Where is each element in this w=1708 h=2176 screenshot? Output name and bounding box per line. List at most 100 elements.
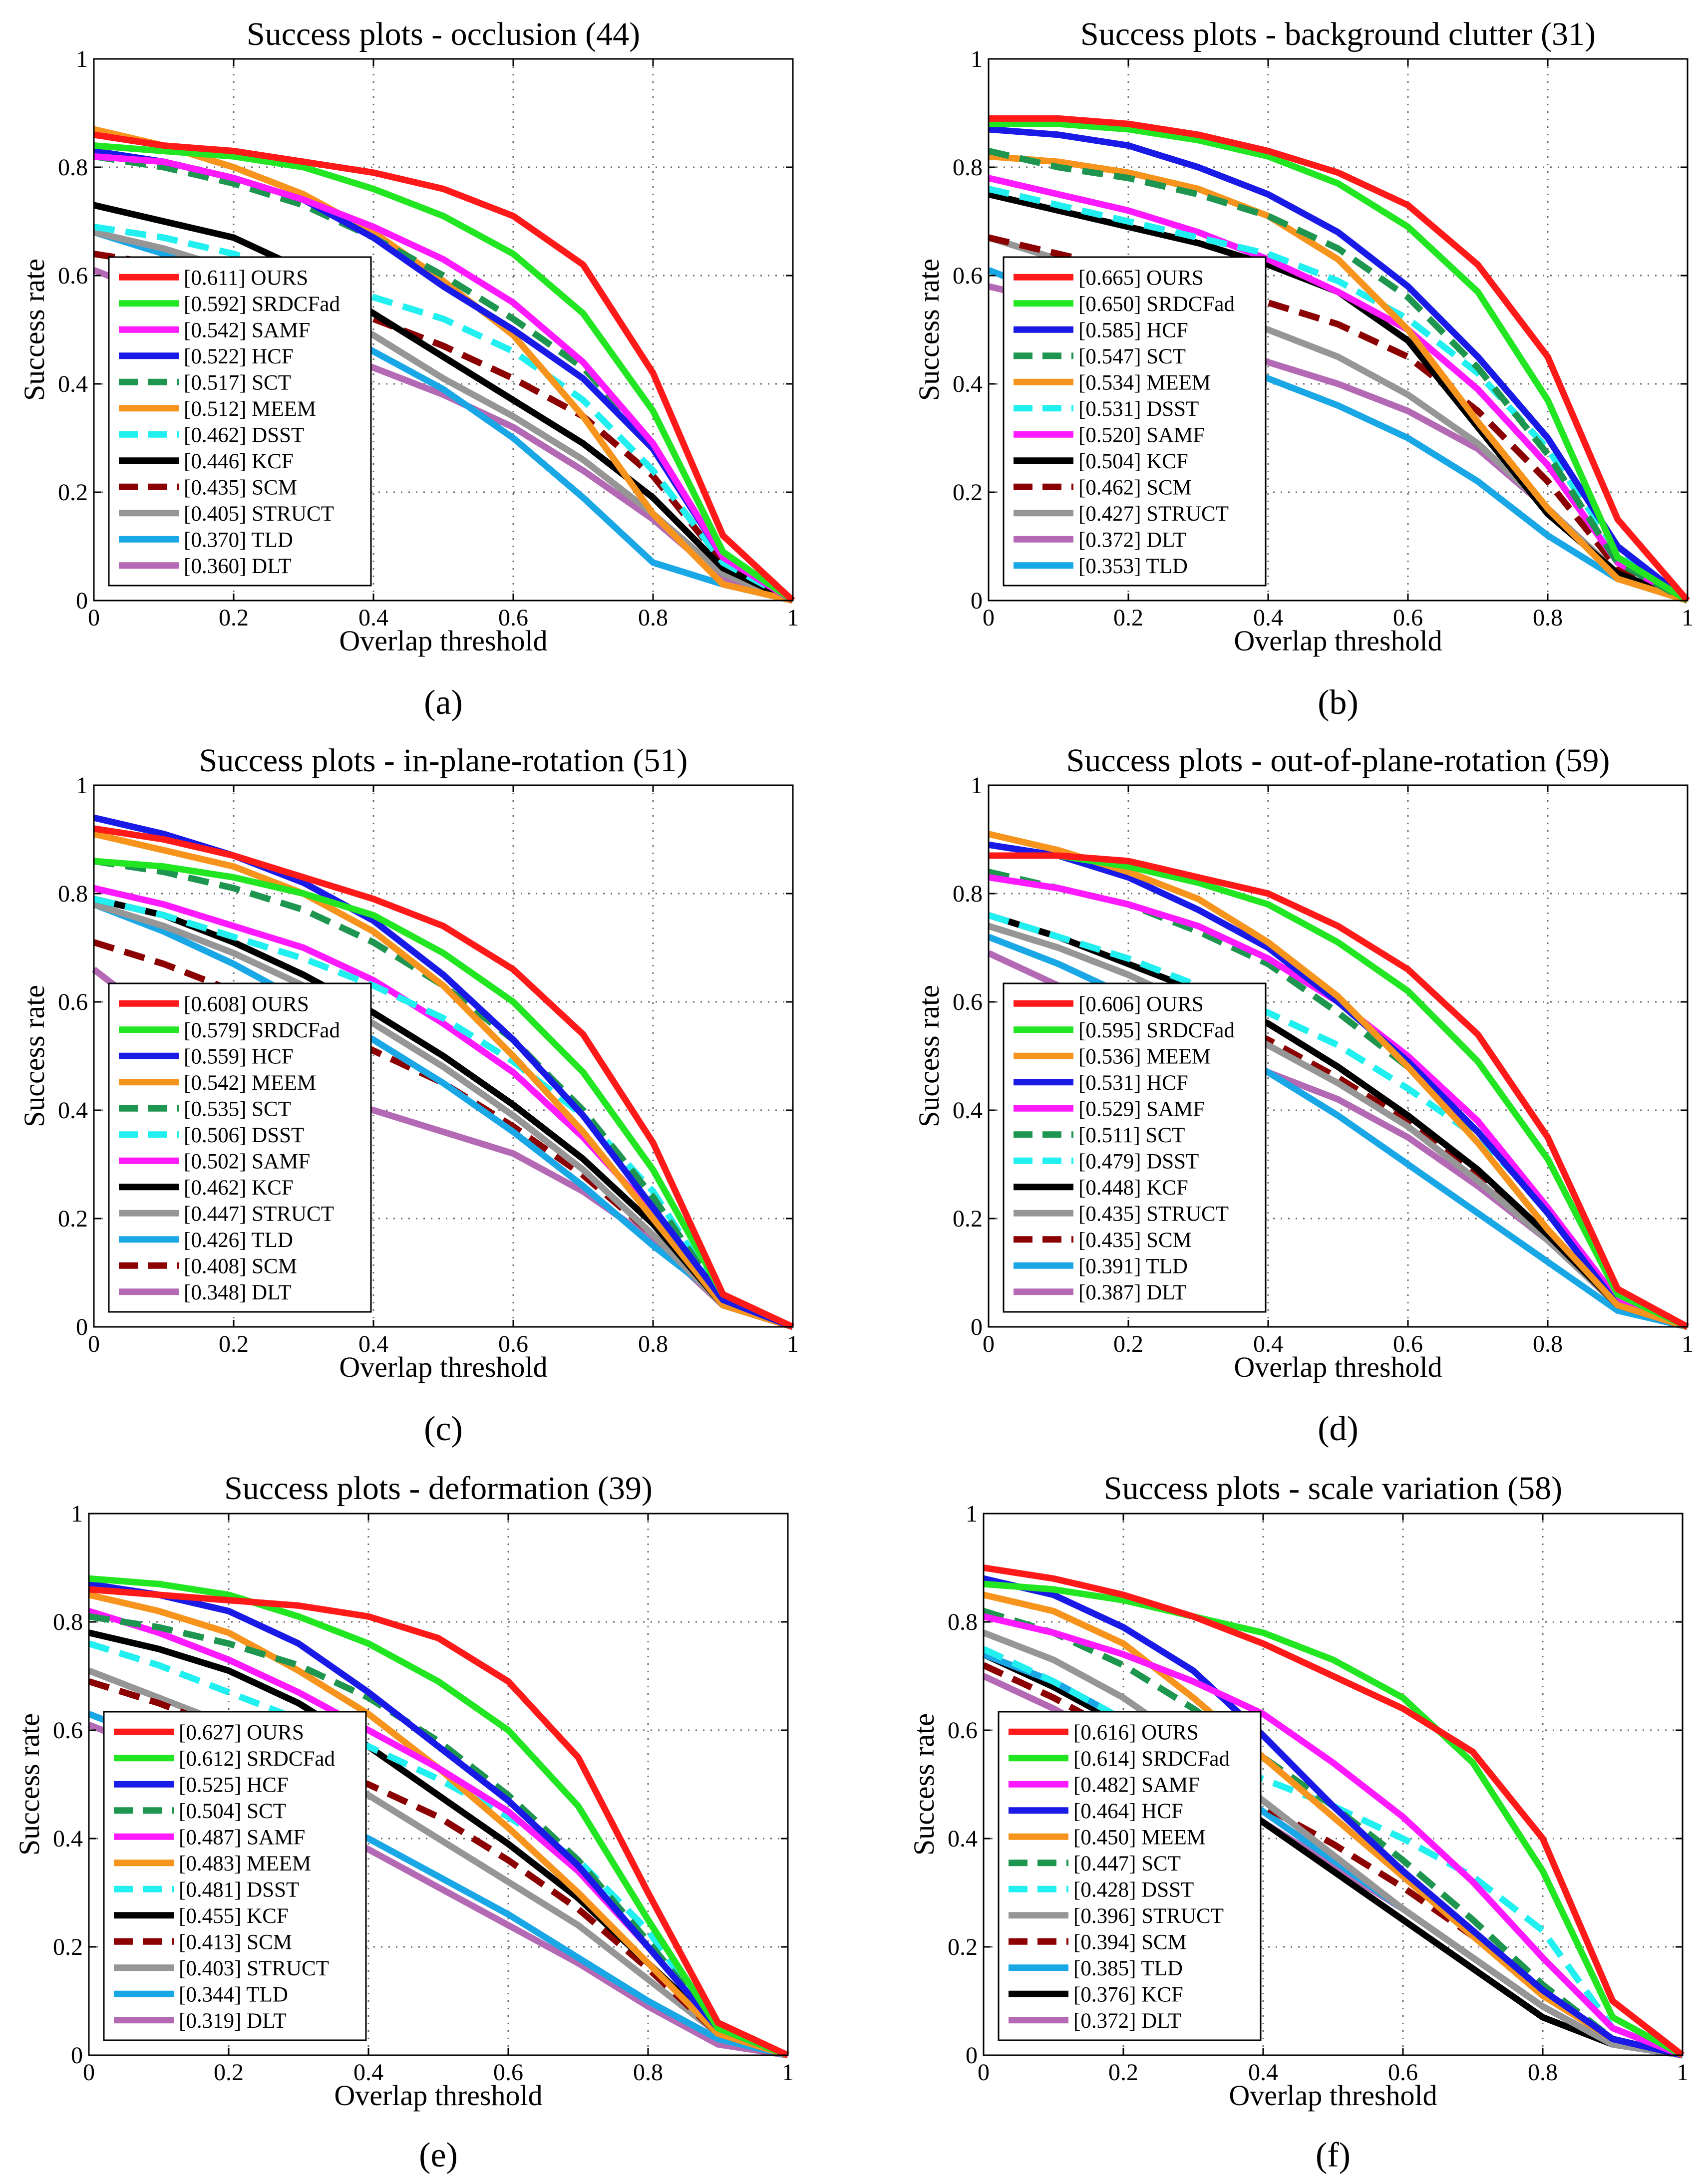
series-line-ours (93, 825, 794, 1330)
legend-box (103, 1711, 367, 2041)
legend: [0.608] OURS [0.579] SRDCFad [0.559] HCF [0… (108, 982, 372, 1313)
legend: [0.611] OURS [0.592] SRDCFad[0.542] SAMF [… (108, 256, 372, 587)
x-tick-label: 0.6 (498, 605, 528, 631)
legend-entry-scm: [0.435] SCM (1078, 1229, 1192, 1252)
series-line-meem (988, 153, 1689, 604)
legend-entry-kcf: [0.455] KCF (179, 1904, 289, 1928)
x-tick-label: 0.2 (219, 605, 249, 631)
x-tick-label: 1 (787, 1331, 799, 1357)
chart-title: Success plots - deformation (39) (224, 1470, 653, 1507)
x-tick-label: 0.2 (1108, 2059, 1138, 2086)
legend-entry-ours: [0.616] OURS (1073, 1721, 1199, 1744)
legend-entry-ours: [0.627] OURS (179, 1721, 304, 1744)
y-tick-label: 0.8 (953, 154, 983, 181)
y-axis-label: Success rate (18, 259, 50, 401)
legend-entry-tld: [0.353] TLD (1078, 555, 1188, 578)
legend-entry-samf: [0.482] SAMF (1073, 1773, 1200, 1797)
legend-entry-kcf: [0.446] KCF (184, 450, 294, 473)
x-tick-label: 1 (1682, 1331, 1694, 1357)
legend-entry-dsst: [0.506] DSST (184, 1124, 304, 1147)
legend-entry-struct: [0.396] STRUCT (1073, 1904, 1224, 1928)
series-line-samf (93, 153, 795, 604)
series-line-scm (988, 234, 1689, 604)
legend-entry-tld: [0.426] TLD (184, 1229, 293, 1252)
legend-entry-ours: [0.608] OURS (184, 992, 309, 1016)
legend-entry-ours: [0.665] OURS (1078, 266, 1204, 290)
x-axis-label: Overlap threshold (1234, 1351, 1442, 1383)
x-tick-label: 0.2 (219, 1331, 249, 1357)
legend-entry-kcf: [0.448] KCF (1078, 1176, 1188, 1200)
legend-entry-meem: [0.450] MEEM (1073, 1826, 1206, 1849)
series-line-kcf (93, 202, 794, 604)
x-tick-label: 0.6 (498, 1331, 528, 1357)
series-line-samf (983, 1613, 1684, 2059)
x-tick-label: 0.4 (358, 605, 388, 631)
x-axis-label: Overlap threshold (1229, 2079, 1437, 2112)
y-tick-label: 0.8 (53, 1609, 83, 1635)
y-tick-label: 1 (971, 46, 983, 72)
y-tick-label: 0.6 (953, 989, 983, 1015)
y-tick-label: 0 (971, 1314, 983, 1340)
legend-entry-kcf: [0.462] KCF (184, 1176, 294, 1200)
plot-frame (93, 58, 794, 602)
series-lines (92, 814, 794, 1330)
x-axis-label: Overlap threshold (339, 624, 547, 657)
series-line-scm (93, 251, 795, 604)
x-tick-label: 0.2 (214, 2059, 244, 2086)
x-tick-label: 0 (983, 1331, 995, 1357)
series-line-ours (983, 1564, 1685, 2058)
series-line-srdcfad (93, 142, 795, 604)
y-tick-label: 0.2 (948, 1934, 978, 1960)
chart-panel-6: 0 0.2 0.4 0.6 0.8 1 0 0.2 0.4 0.6 0.8 1 Success plot… (908, 1470, 1689, 2175)
legend-entry-meem: [0.483] MEEM (179, 1852, 311, 1875)
legend-entry-struct: [0.447] STRUCT (184, 1202, 334, 1226)
x-tick-label: 0.8 (1533, 1331, 1563, 1357)
legend: [0.606] OURS [0.595] SRDCFad [0.536] MEEM [… (1003, 982, 1267, 1313)
legend-entry-struct: [0.427] STRUCT (1078, 502, 1229, 526)
y-tick-label: 0 (76, 588, 88, 614)
series-line-ours (989, 852, 1690, 1330)
legend-entry-sct: [0.504] SCT (179, 1800, 286, 1823)
x-tick-label: 0.4 (1253, 605, 1283, 631)
x-tick-label: 0.8 (1528, 2059, 1558, 2086)
legend-entry-hcf: [0.559] HCF (184, 1045, 294, 1068)
y-tick-label: 0.2 (58, 479, 88, 506)
legend-entry-meem: [0.542] MEEM (184, 1071, 316, 1095)
legend-entry-dlt: [0.372] DLT (1078, 528, 1186, 552)
y-tick-label: 0.6 (948, 1717, 978, 1744)
panel-caption: (e) (419, 2136, 458, 2175)
legend: [0.627] OURS [0.612] SRDCFad[0.525] HCF [0… (103, 1711, 367, 2041)
panel-caption: (f) (1316, 2136, 1351, 2175)
legend-box (108, 982, 372, 1313)
series-line-dsst (988, 186, 1690, 604)
y-axis-label: Success rate (18, 985, 50, 1127)
series-line-hcf (983, 1575, 1684, 2059)
series-line-struct (93, 901, 794, 1330)
x-tick-label: 0.8 (633, 2059, 663, 2086)
legend-entry-hcf: [0.531] HCF (1078, 1071, 1188, 1095)
x-tick-label: 0.8 (638, 605, 668, 631)
y-tick-label: 0 (971, 588, 983, 614)
y-tick-label: 0.4 (58, 1097, 88, 1124)
x-axis-label: Overlap threshold (1234, 624, 1442, 657)
x-tick-label: 0.4 (358, 1331, 388, 1357)
chart-title: Success plots - background clutter (31) (1080, 16, 1596, 52)
y-tick-label: 1 (76, 46, 88, 72)
series-lines (87, 1575, 789, 2059)
legend-entry-scm: [0.394] SCM (1073, 1930, 1187, 1954)
legend-entry-samf: [0.542] SAMF (184, 318, 310, 342)
x-tick-label: 1 (787, 605, 799, 631)
chart-panel-2: 0 0.2 0.4 0.6 0.8 1 0 0.2 0.4 0.6 0.8 1 Success plot… (913, 16, 1694, 722)
legend-entry-hcf: [0.464] HCF (1073, 1800, 1183, 1823)
legend-entry-sct: [0.447] SCT (1073, 1852, 1181, 1875)
series-line-srdcfad (983, 1580, 1685, 2058)
y-tick-label: 0.6 (953, 263, 983, 289)
legend-entry-sct: [0.547] SCT (1078, 345, 1186, 368)
panel-caption: (d) (1318, 1410, 1359, 1448)
x-tick-label: 1 (1682, 605, 1694, 631)
legend-entry-samf: [0.487] SAMF (179, 1826, 305, 1849)
y-axis-label: Success rate (913, 985, 945, 1127)
y-tick-label: 0.8 (953, 881, 983, 907)
x-axis-label: Overlap threshold (334, 2079, 542, 2112)
y-tick-label: 0.8 (58, 154, 88, 181)
